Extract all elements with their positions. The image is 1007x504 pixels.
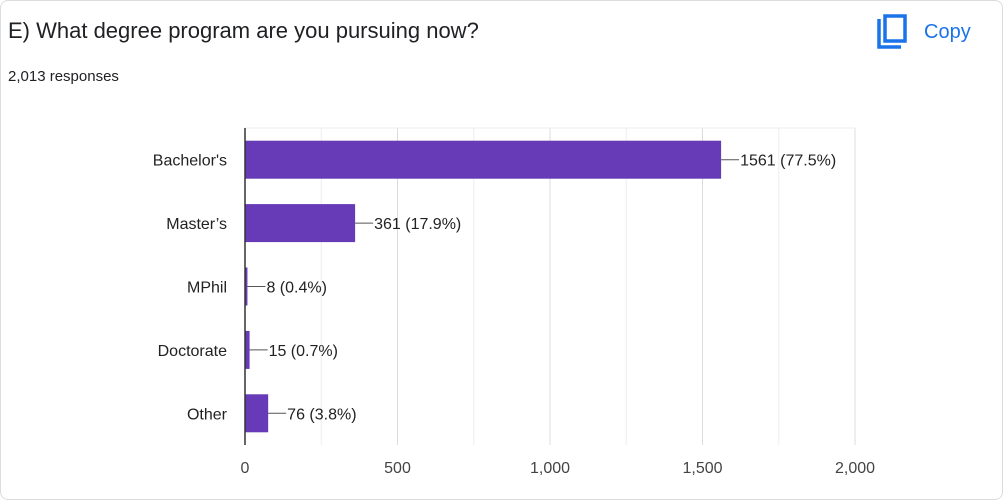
bar: [245, 330, 250, 369]
category-label: Master’s: [166, 216, 227, 233]
data-label: 76 (3.8%): [287, 406, 356, 423]
x-tick-label: 2,000: [835, 460, 875, 477]
category-label: Other: [187, 406, 228, 423]
category-label: Doctorate: [158, 343, 227, 360]
data-label: 361 (17.9%): [374, 216, 461, 233]
bar: [245, 394, 269, 433]
data-label: 8 (0.4%): [266, 280, 326, 297]
data-label: 15 (0.7%): [269, 343, 338, 360]
x-tick-label: 1,500: [682, 460, 722, 477]
copy-icon: [877, 14, 907, 49]
bar: [245, 140, 722, 179]
copy-button[interactable]: Copy: [876, 14, 971, 50]
bar: [245, 204, 356, 243]
category-label: Bachelor's: [153, 153, 227, 170]
x-tick-label: 1,000: [530, 460, 570, 477]
category-label: MPhil: [187, 280, 227, 297]
x-tick-label: 0: [241, 460, 250, 477]
question-title: E) What degree program are you pursuing …: [8, 18, 479, 43]
response-count: 2,013 responses: [8, 68, 119, 85]
data-label: 1561 (77.5%): [740, 153, 836, 170]
x-tick-label: 500: [384, 460, 411, 477]
copy-button-label: Copy: [924, 20, 971, 43]
bar: [245, 267, 248, 306]
